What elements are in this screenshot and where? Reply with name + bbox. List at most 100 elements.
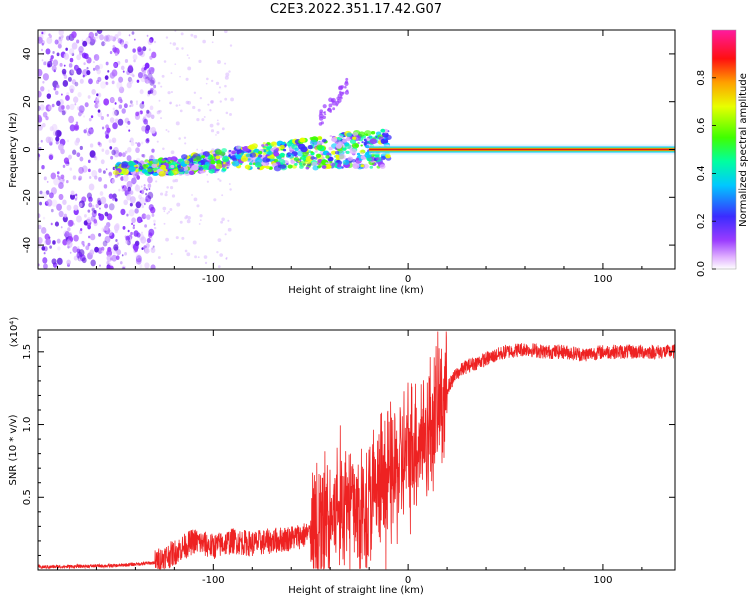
noise-blob xyxy=(85,37,91,44)
noise-blob xyxy=(229,44,233,47)
noise-blob xyxy=(216,119,219,122)
noise-blob xyxy=(56,174,59,178)
noise-blob xyxy=(116,81,123,90)
noise-blob xyxy=(48,192,54,199)
noise-blob xyxy=(218,86,222,89)
noise-blob xyxy=(128,129,131,132)
noise-blob xyxy=(148,228,155,237)
noise-blob xyxy=(132,48,136,53)
noise-blob xyxy=(62,215,68,223)
noise-blob xyxy=(167,130,170,133)
noise-blob xyxy=(175,236,179,240)
noise-blob xyxy=(221,127,225,131)
noise-blob xyxy=(118,86,125,94)
noise-blob xyxy=(98,212,101,217)
snr-ylabel: SNR (10 * v/v) xyxy=(8,414,19,485)
noise-blob xyxy=(121,265,127,269)
noise-blob xyxy=(129,202,133,207)
noise-blob xyxy=(210,129,215,133)
noise-blob xyxy=(134,38,136,41)
noise-blob xyxy=(51,103,55,108)
noise-blob xyxy=(103,35,109,42)
track-blob xyxy=(128,165,136,173)
track-blob xyxy=(270,141,278,147)
noise-blob xyxy=(157,81,161,85)
noise-blob xyxy=(94,103,99,109)
noise-blob xyxy=(147,176,153,184)
noise-blob xyxy=(126,81,132,89)
noise-blob xyxy=(132,54,138,61)
track-blob xyxy=(212,166,216,169)
noise-blob xyxy=(193,197,198,202)
noise-blob xyxy=(139,89,144,95)
noise-blob xyxy=(96,68,101,75)
noise-blob xyxy=(86,70,91,76)
track-blob xyxy=(334,151,340,155)
noise-blob xyxy=(229,188,232,191)
noise-blob xyxy=(71,42,78,50)
noise-blob xyxy=(45,190,50,195)
noise-blob xyxy=(105,149,110,155)
noise-blob xyxy=(100,196,107,205)
noise-blob xyxy=(68,154,72,160)
noise-blob xyxy=(93,54,100,61)
track-blob xyxy=(202,151,210,157)
noise-blob xyxy=(49,34,52,39)
noise-blob xyxy=(229,113,232,116)
noise-blob xyxy=(82,244,85,247)
track-blob xyxy=(262,161,269,167)
noise-blob xyxy=(181,236,185,240)
track-blob xyxy=(144,172,148,175)
noise-blob xyxy=(134,208,139,214)
track-blob xyxy=(314,150,318,153)
noise-blob xyxy=(90,115,94,119)
noise-blob xyxy=(74,197,78,201)
noise-blob xyxy=(131,217,136,224)
noise-blob xyxy=(170,90,173,94)
track-blob xyxy=(191,162,194,166)
noise-blob xyxy=(213,198,217,202)
track-blob xyxy=(329,135,333,138)
noise-blob xyxy=(40,227,47,234)
noise-blob xyxy=(131,31,135,35)
noise-blob xyxy=(149,79,155,86)
noise-blob xyxy=(56,257,63,265)
noise-blob xyxy=(101,148,105,152)
noise-blob xyxy=(143,66,147,71)
track-blob xyxy=(380,128,386,133)
track-blob xyxy=(322,104,327,109)
noise-blob xyxy=(81,39,84,42)
noise-blob xyxy=(48,105,53,111)
track-blob xyxy=(247,158,251,161)
noise-blob xyxy=(147,69,152,75)
noise-blob xyxy=(70,68,76,75)
noise-blob xyxy=(69,103,75,111)
track-blob xyxy=(172,168,180,175)
noise-blob xyxy=(129,78,134,84)
track-blob xyxy=(330,162,336,167)
track-blob xyxy=(224,167,227,170)
noise-blob xyxy=(141,231,143,234)
noise-blob xyxy=(126,125,128,128)
noise-blob xyxy=(144,128,150,134)
noise-blob xyxy=(117,118,124,126)
noise-blob xyxy=(137,71,143,79)
track-blob xyxy=(271,154,275,157)
noise-blob xyxy=(58,210,64,218)
noise-blob xyxy=(41,48,43,52)
track-blob xyxy=(138,166,144,170)
noise-blob xyxy=(124,58,129,64)
track-blob xyxy=(312,165,319,171)
noise-blob xyxy=(78,45,84,53)
track-blob xyxy=(253,149,258,153)
track-blob xyxy=(262,142,266,145)
track-blob xyxy=(221,148,227,153)
noise-blob xyxy=(45,198,51,205)
noise-blob xyxy=(153,84,157,89)
noise-blob xyxy=(81,52,87,59)
noise-blob xyxy=(134,184,141,192)
noise-blob xyxy=(74,103,77,106)
track-blob xyxy=(225,162,231,167)
noise-blob xyxy=(51,258,57,265)
noise-blob xyxy=(135,102,139,106)
